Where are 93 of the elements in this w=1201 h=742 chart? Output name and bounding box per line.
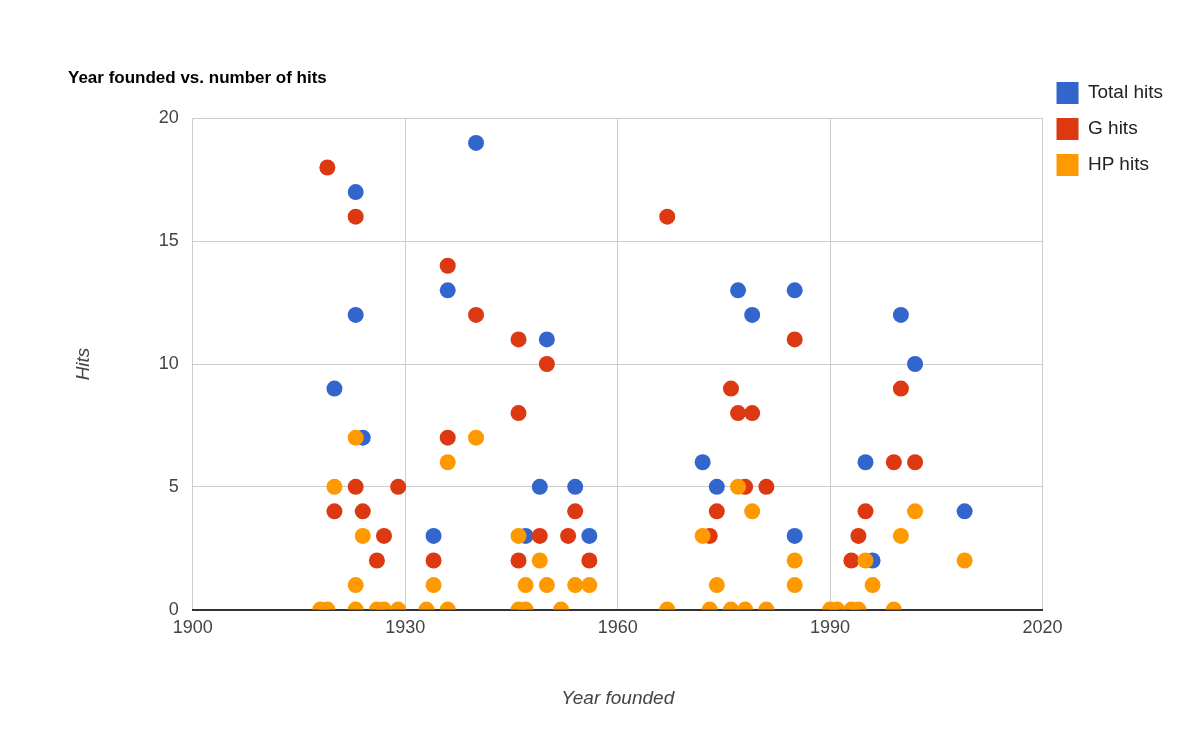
point: [857, 454, 874, 471]
point: [326, 478, 343, 495]
point: [368, 552, 385, 569]
x-tick-label: 1990: [810, 617, 851, 638]
point: [722, 380, 739, 397]
point: [567, 577, 584, 594]
point: [786, 331, 803, 348]
point: [786, 282, 803, 299]
point: [730, 282, 747, 299]
x-tick-label: 1900: [172, 617, 213, 638]
point: [744, 503, 761, 520]
point: [708, 503, 725, 520]
point: [347, 208, 364, 225]
point: [531, 552, 548, 569]
point: [956, 503, 973, 520]
point: [347, 306, 364, 323]
point: [567, 503, 584, 520]
point: [885, 454, 902, 471]
point: [347, 184, 364, 201]
point: [694, 527, 711, 544]
point: [439, 282, 456, 299]
x-tick-label: 1960: [597, 617, 638, 638]
point: [425, 527, 442, 544]
point: [956, 552, 973, 569]
y-tick-label: 20: [158, 107, 179, 128]
y-tick-label: 10: [158, 352, 179, 373]
point: [907, 356, 924, 372]
point: [758, 478, 775, 495]
point: [347, 478, 364, 495]
point: [468, 429, 485, 446]
point: [468, 306, 485, 323]
point: [390, 478, 407, 495]
point: [850, 527, 867, 544]
point: [468, 134, 485, 151]
point: [354, 527, 371, 544]
y-tick-label: 15: [158, 230, 179, 251]
y-tick-label: 0: [168, 598, 179, 619]
point: [347, 429, 364, 446]
y-axis-title: Hits: [71, 347, 93, 381]
point: [538, 331, 555, 348]
point: [439, 257, 456, 274]
point: [517, 577, 534, 594]
chart-title: Year founded vs. number of hits: [68, 67, 327, 87]
point: [560, 527, 577, 544]
point: [907, 454, 924, 471]
x-axis-title: Year founded: [561, 686, 676, 708]
point: [510, 527, 527, 544]
point: [510, 552, 527, 569]
point: [439, 429, 456, 446]
point: [581, 577, 598, 594]
x-tick-label: 1930: [385, 617, 426, 638]
point: [843, 552, 860, 569]
point: [510, 331, 527, 348]
point: [694, 454, 711, 471]
point: [376, 527, 392, 544]
legend-label: HP hits: [1088, 153, 1149, 175]
point: [538, 577, 555, 594]
point: [730, 405, 747, 422]
point: [892, 306, 909, 323]
point: [864, 577, 881, 594]
point: [744, 405, 761, 422]
point: [708, 577, 725, 594]
y-tick-label: 5: [168, 475, 179, 496]
point: [786, 552, 803, 569]
point: [892, 527, 909, 544]
point: [354, 503, 371, 520]
point: [326, 380, 343, 397]
point: [319, 159, 336, 176]
point: [786, 577, 803, 594]
point: [425, 577, 442, 594]
point: [567, 478, 584, 495]
point: [581, 527, 598, 544]
point: [708, 478, 725, 495]
legend-label: G hits: [1088, 117, 1138, 139]
point: [659, 208, 676, 225]
point: [531, 527, 548, 544]
point: [425, 552, 442, 569]
point: [326, 503, 343, 520]
x-tick-label: 2020: [1022, 617, 1063, 638]
point: [744, 306, 761, 323]
point: [857, 503, 874, 520]
point: [531, 478, 548, 495]
point: [786, 527, 803, 544]
point: [439, 454, 456, 471]
point: [892, 380, 909, 397]
point: [538, 356, 555, 372]
point: [907, 503, 924, 520]
point: [510, 405, 527, 422]
point: [730, 478, 747, 495]
point: [857, 552, 874, 569]
legend-label: Total hits: [1088, 81, 1163, 103]
point: [347, 577, 364, 594]
point: [581, 552, 598, 569]
